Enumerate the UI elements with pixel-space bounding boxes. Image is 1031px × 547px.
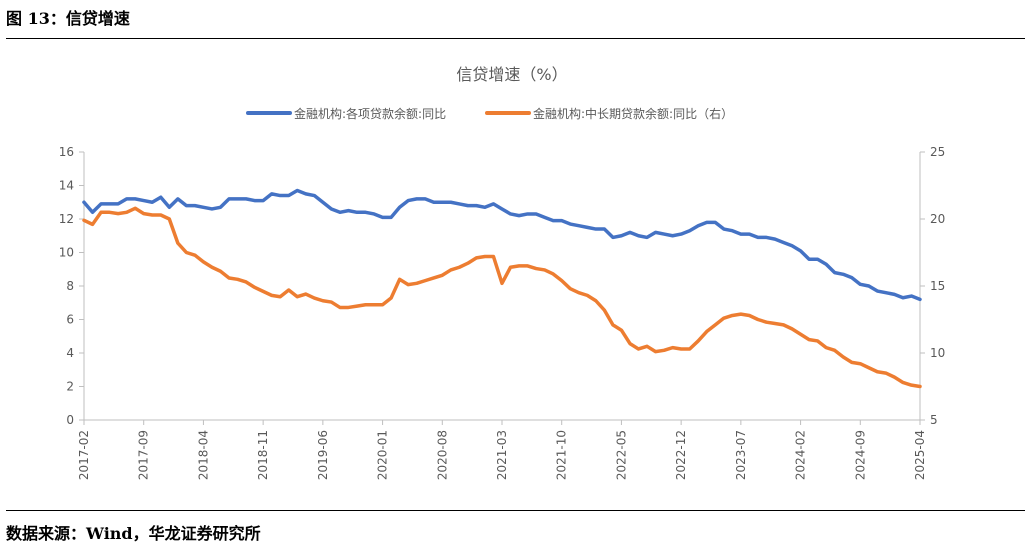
chart-plot-area — [82, 188, 922, 389]
credit-growth-chart: 信贷增速（%） 金融机构:各项贷款余额:同比 金融机构:中长期贷款余额:同比（右）… — [59, 65, 946, 480]
legend-label: 金融机构:中长期贷款余额:同比（右） — [533, 106, 733, 121]
x-tick-label: 2019-06 — [316, 430, 330, 480]
x-tick-label: 2017-09 — [137, 430, 151, 480]
y-left-tick-label: 0 — [66, 413, 74, 427]
x-tick-label: 2022-05 — [614, 430, 628, 480]
x-tick-label: 2020-01 — [376, 430, 390, 480]
x-tick-label: 2023-07 — [734, 430, 748, 480]
legend-label: 金融机构:各项贷款余额:同比 — [294, 106, 446, 121]
x-tick-label: 2018-11 — [256, 430, 270, 480]
x-tick-label: 2021-03 — [495, 430, 509, 480]
x-tick-label: 2017-02 — [77, 430, 91, 480]
series-line-medium-long-term-loans — [82, 206, 922, 389]
x-tick-label: 2024-02 — [794, 430, 808, 480]
top-rule — [6, 38, 1025, 39]
x-tick-label: 2024-09 — [853, 430, 867, 480]
x-tick-label: 2025-04 — [913, 430, 927, 480]
y-right-tick-label: 5 — [930, 413, 938, 427]
x-tick-label: 2018-04 — [196, 430, 210, 480]
y-left-tick-label: 4 — [66, 346, 74, 360]
chart-title: 信贷增速（%） — [456, 65, 567, 84]
y-left-tick-label: 10 — [59, 246, 74, 260]
y-left-tick-label: 12 — [59, 212, 74, 226]
y-right-tick-label: 25 — [930, 145, 945, 159]
y-left-tick-label: 2 — [66, 380, 74, 394]
x-tick-label: 2021-10 — [555, 430, 569, 480]
bottom-rule — [6, 510, 1025, 511]
y-left-tick-label: 14 — [59, 179, 74, 193]
y-left-tick-label: 16 — [59, 145, 74, 159]
chart-axes: 0 2 4 6 8 10 12 14 16 5 10 15 20 25 2017-02 2017-09 2018… — [59, 145, 946, 480]
y-left-tick-label: 6 — [66, 313, 74, 327]
x-tick-label: 2022-12 — [674, 430, 688, 480]
y-right-tick-label: 20 — [930, 212, 945, 226]
y-right-tick-label: 15 — [930, 279, 945, 293]
source-note: 数据来源：Wind，华龙证券研究所 — [6, 524, 261, 543]
series-line-total-loans — [82, 188, 922, 302]
x-tick-label: 2020-08 — [435, 430, 449, 480]
y-left-tick-label: 8 — [66, 279, 74, 293]
chart-legend: 金融机构:各项贷款余额:同比 金融机构:中长期贷款余额:同比（右） — [246, 106, 733, 121]
y-right-tick-label: 10 — [930, 346, 945, 360]
figure-title: 图 13：信贷增速 — [6, 9, 130, 28]
